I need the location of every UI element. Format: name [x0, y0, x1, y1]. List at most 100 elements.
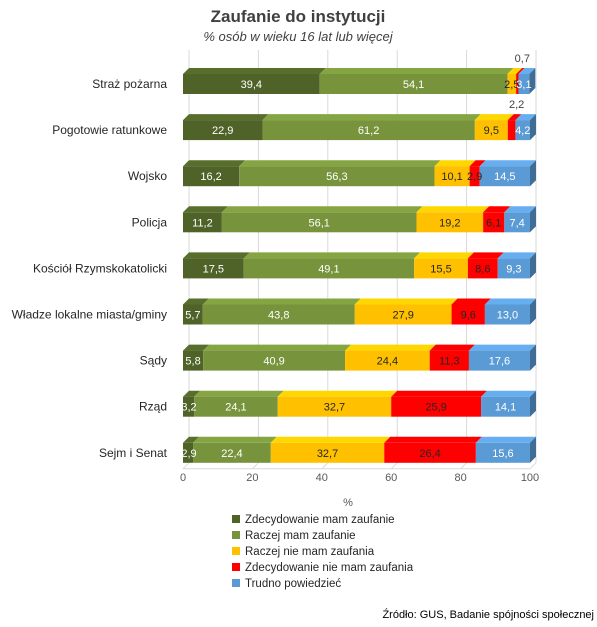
bar-segment [507, 74, 517, 94]
bar-segment [468, 350, 530, 371]
data-label: 3,2 [181, 402, 196, 414]
bar-segment-top [481, 390, 536, 397]
bar-segment [515, 120, 530, 141]
data-label: 2,9 [181, 448, 196, 460]
bar-segment [518, 74, 530, 94]
bar-segment-top [243, 252, 421, 259]
data-label: 39,4 [241, 79, 262, 91]
data-label: 24,4 [377, 356, 398, 368]
bar-segment [384, 442, 476, 463]
bar-segment [484, 304, 530, 325]
legend-label: Zdecydowanie nie mam zaufania [245, 562, 414, 574]
bar-segment [183, 74, 320, 94]
category-label: Policja [132, 215, 168, 229]
data-label: 56,3 [326, 171, 347, 183]
bar-segment-top [183, 344, 210, 351]
data-label: 54,1 [403, 79, 424, 91]
data-label: 32,7 [324, 402, 345, 414]
bar-segment-side [530, 344, 536, 371]
bar-segment-top [475, 436, 536, 443]
bar-segment-top [183, 68, 326, 74]
source-note: Źródło: GUS, Badanie spójności społeczne… [382, 608, 594, 621]
bar-segment [183, 442, 194, 463]
legend-label: Trudno powiedzieć [245, 578, 341, 590]
bar-segment-side [530, 298, 536, 325]
chart-title: Zaufanie do instytucji [211, 7, 386, 26]
bar-segment [183, 166, 240, 187]
bar-segment [270, 442, 385, 463]
bar-segment [243, 258, 415, 279]
bar-segment [475, 442, 530, 463]
data-label: 10,1 [441, 171, 462, 183]
bars [183, 68, 536, 463]
bar-segment-top [518, 68, 536, 74]
bar-segment-side [530, 160, 536, 187]
bar-segment [414, 258, 468, 279]
data-label: 17,5 [203, 263, 224, 275]
bar-segment [483, 212, 505, 233]
data-label: 19,2 [439, 217, 460, 229]
bar-segment-top [451, 298, 491, 305]
bar-segment-top [474, 114, 514, 121]
bar-segment-top [484, 298, 536, 305]
gridline-floor [390, 462, 398, 470]
data-label: 40,9 [263, 356, 284, 368]
bar-segment-top [202, 298, 361, 305]
bar-segment-top [203, 344, 352, 351]
gridline-floor [460, 462, 467, 470]
bar-segment-top [479, 160, 536, 167]
bar-segment-top [507, 114, 522, 121]
bar-segment [203, 350, 346, 371]
x-tick-label: 40 [316, 472, 328, 484]
bar-segment-top [467, 252, 504, 259]
legend-swatch [232, 531, 240, 539]
bar-segment [391, 396, 482, 417]
data-label: 11,3 [439, 356, 460, 368]
bar-segment [497, 258, 530, 279]
legend-label: Zdecydowanie mam zaufanie [245, 514, 395, 526]
data-label: 14,1 [495, 402, 516, 414]
data-label: 24,1 [225, 402, 246, 414]
bar-segment [262, 120, 475, 141]
bar-segment-side [530, 436, 536, 463]
bar-segment-top [354, 298, 458, 305]
bar-segment [507, 120, 516, 141]
gridline-floor [252, 462, 259, 470]
data-label: 5,8 [185, 356, 200, 368]
bar-segment [239, 166, 435, 187]
bar-segment-top [414, 252, 474, 259]
x-tick-label: 100 [521, 472, 539, 484]
legend-label: Raczej mam zaufanie [245, 530, 356, 542]
bar-segment-top [515, 114, 536, 121]
data-label: 7,4 [510, 217, 525, 229]
data-label: 16,2 [200, 171, 221, 183]
bar-segment-side [530, 114, 536, 141]
data-label: 43,8 [268, 310, 289, 322]
bar-segment-top [193, 436, 277, 443]
bar-segment [183, 304, 203, 325]
bar-segment-top [497, 252, 536, 259]
category-labels: Straż pożarna Pogotowie ratunkowe Wojsko Po… [12, 77, 168, 460]
category-label: Kościół Rzymskokatolicki [33, 261, 167, 275]
data-label: 17,6 [489, 356, 510, 368]
bar-segment-top [469, 160, 486, 167]
bar-segment [504, 212, 530, 233]
category-label: Władze lokalne miasta/gminy [12, 308, 167, 322]
bar-segment-top [262, 114, 481, 121]
bar-segment [451, 304, 485, 325]
bar-segment-top [319, 68, 514, 74]
bar-segment-top [468, 344, 536, 351]
bar-segment [202, 304, 355, 325]
legend-swatch [232, 547, 240, 555]
bar-segment [194, 396, 278, 417]
data-label: 9,5 [484, 125, 499, 137]
legend-swatch [232, 579, 240, 587]
bar-segment [221, 212, 417, 233]
data-label: 14,5 [494, 171, 515, 183]
gridline-floor [321, 462, 329, 470]
data-label: 6,1 [486, 217, 501, 229]
bar-segment-top [384, 436, 482, 443]
bar-segment [481, 396, 530, 417]
bar-segment-top [183, 252, 250, 259]
data-label: 4,2 [515, 125, 530, 137]
